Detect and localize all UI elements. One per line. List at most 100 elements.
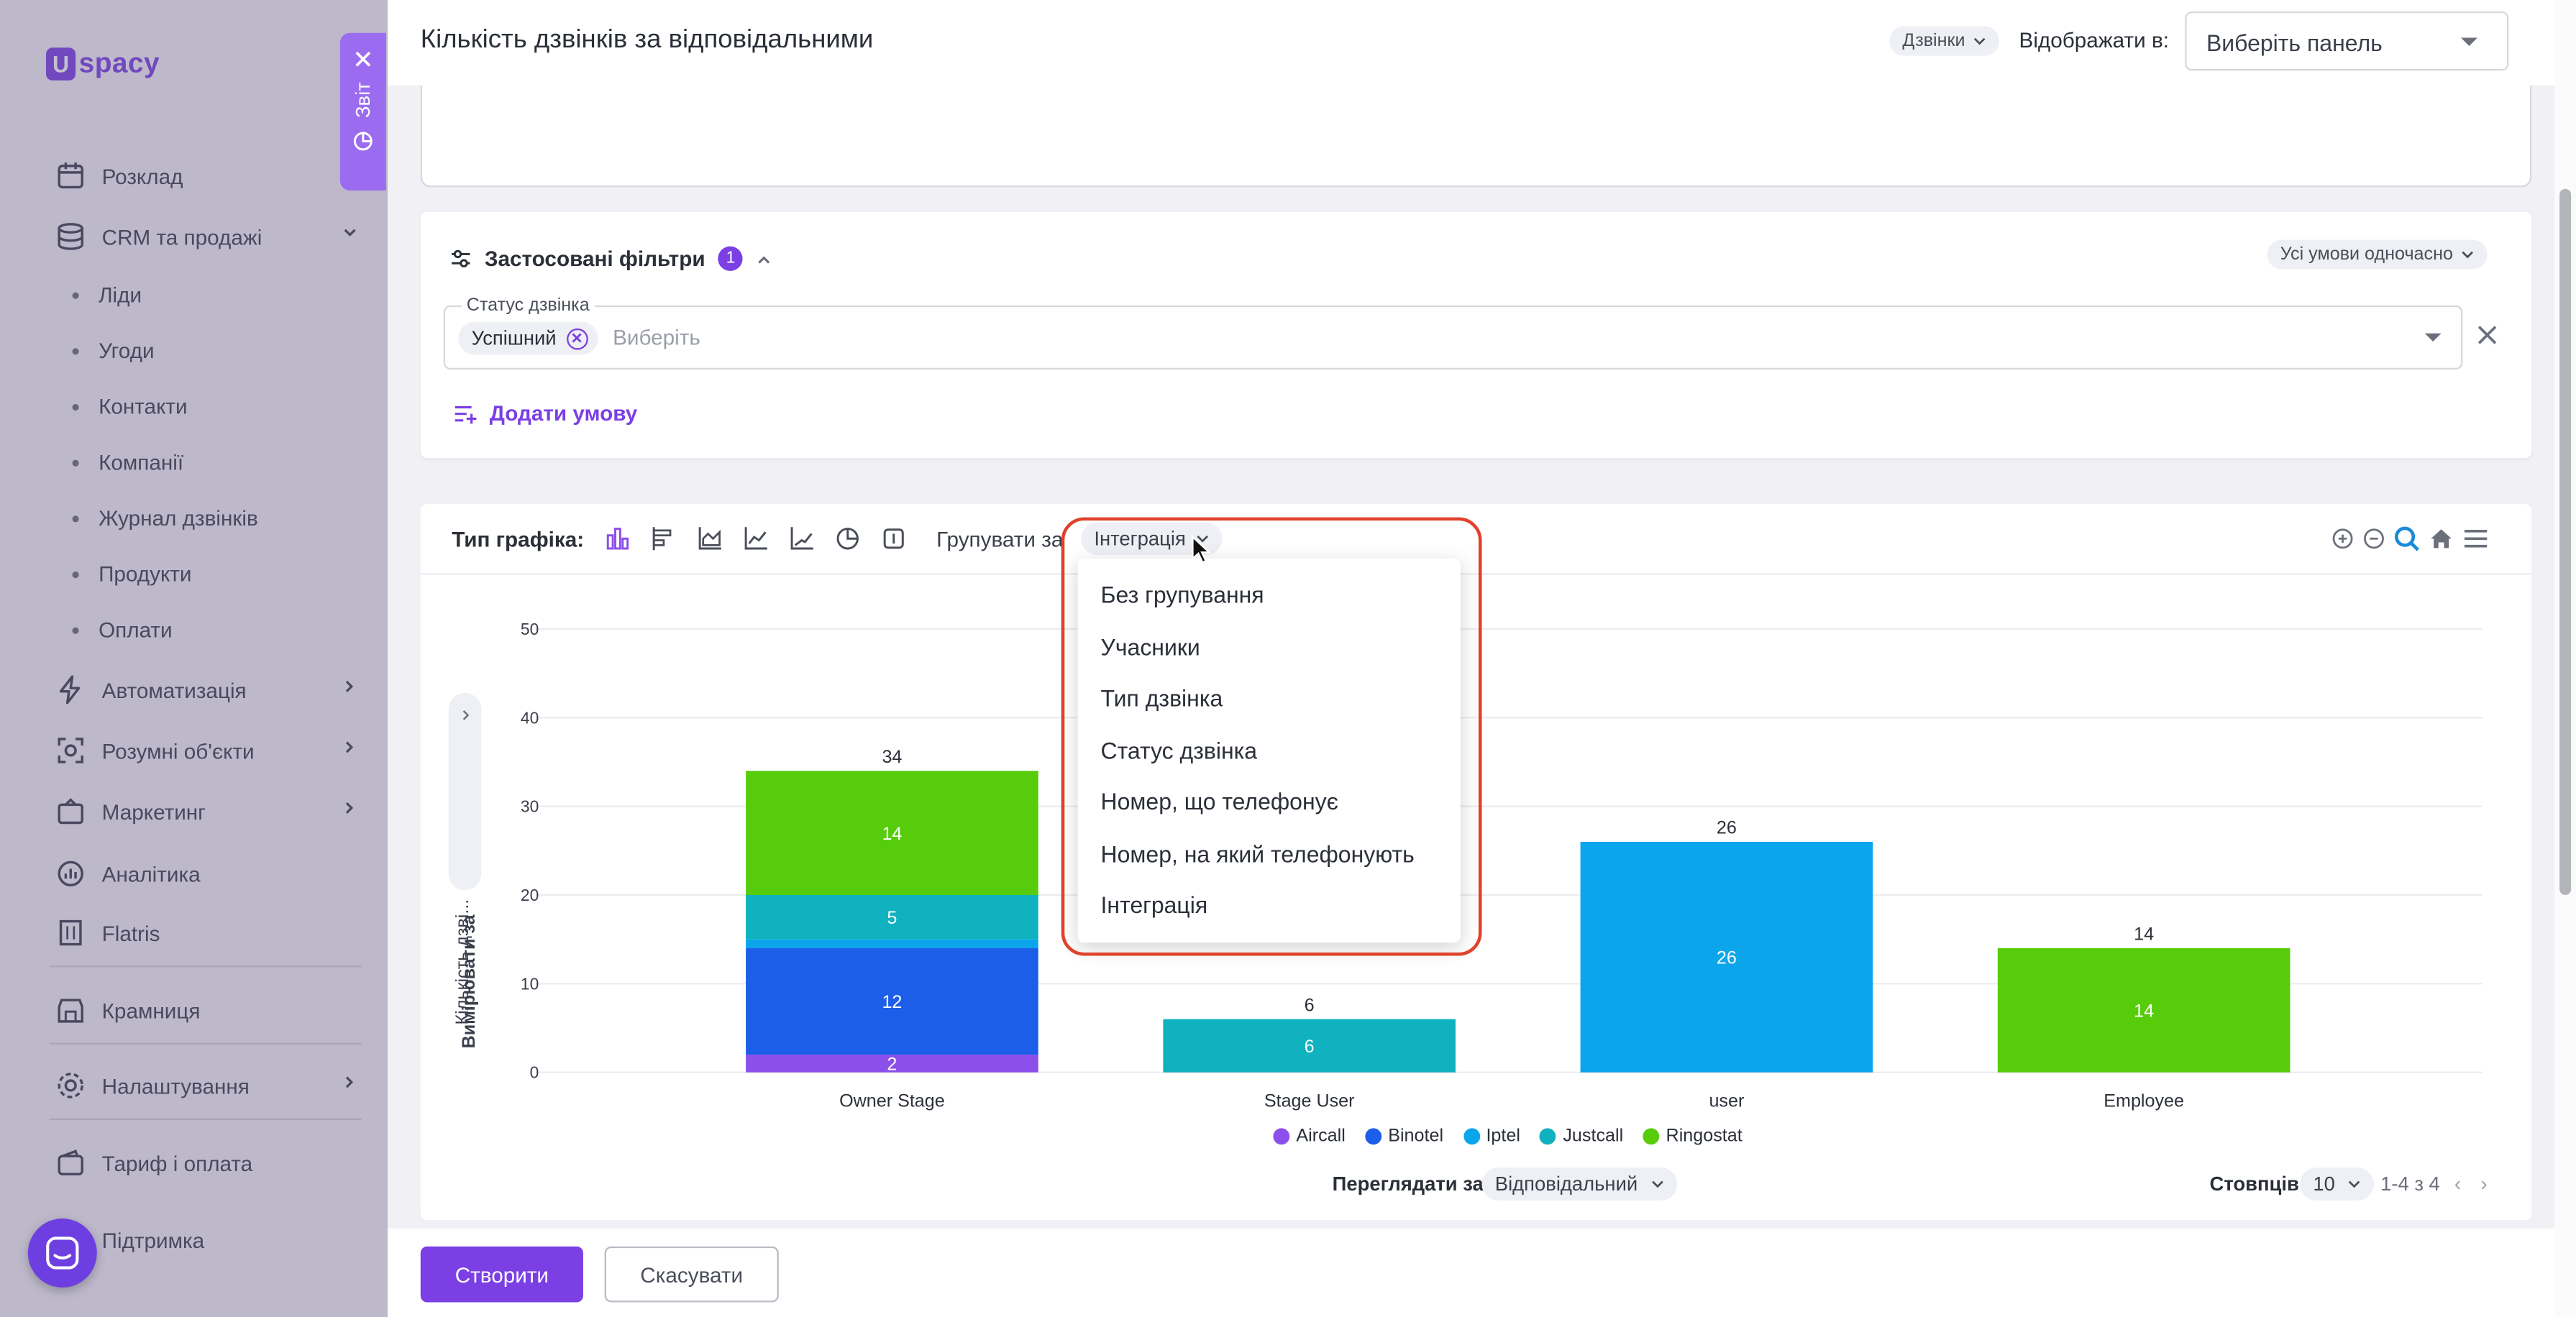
sidebar-subitem-deals[interactable]: Угоди: [72, 339, 155, 363]
status-chip: Успішний ✕: [458, 321, 598, 355]
chat-support-button[interactable]: [27, 1219, 97, 1288]
report-side-tab[interactable]: Звіт: [339, 32, 386, 191]
display-panel-select[interactable]: Виберіть панель: [2185, 11, 2509, 71]
caret-down-icon[interactable]: [2424, 333, 2442, 342]
horizontal-bar-icon[interactable]: [651, 526, 677, 552]
line-chart-icon[interactable]: [743, 526, 769, 552]
sidebar-item-marketing[interactable]: Маркетинг: [56, 797, 358, 826]
prev-page-icon[interactable]: ‹: [2454, 1173, 2462, 1196]
y-axis-metric-select[interactable]: Кількість дзві...: [448, 693, 482, 1024]
sidebar-divider: [49, 1118, 362, 1120]
sidebar-subitem-leads[interactable]: Ліди: [72, 283, 142, 307]
conditions-mode-select[interactable]: Усі умови одночасно: [2267, 239, 2488, 270]
zoom-in-icon[interactable]: [2331, 527, 2355, 550]
stacked-bar-chart: 0 10 20 30 40 50 2 12 5 14 34 Owner Stage 6 6 Stage Us…: [521, 620, 2483, 1111]
group-option-call-status[interactable]: Статус дзвінка: [1100, 737, 1258, 764]
sidebar-item-smart-objects[interactable]: Розумні об'єкти: [56, 735, 358, 765]
bar-segment: [746, 894, 1038, 940]
sidebar-item-flatris[interactable]: Flatris: [56, 918, 358, 947]
legend-dot: [1643, 1128, 1660, 1145]
remove-chip-icon[interactable]: ✕: [566, 327, 588, 349]
close-icon[interactable]: [353, 50, 373, 69]
area-chart-icon[interactable]: [697, 526, 723, 552]
chevron-right-icon: [462, 710, 470, 720]
filters-header[interactable]: Застосовані фільтри 1: [450, 246, 772, 271]
sidebar-subitem-call-log[interactable]: Журнал дзвінків: [72, 506, 258, 531]
sidebar-subitem-payments[interactable]: Оплати: [72, 618, 173, 642]
group-option-participants[interactable]: Учасники: [1100, 633, 1200, 661]
sidebar-item-label: CRM та продажі: [101, 224, 262, 249]
menu-icon[interactable]: [2462, 526, 2489, 552]
bar-chart-icon[interactable]: [605, 526, 631, 552]
group-option-none[interactable]: Без групування: [1100, 581, 1264, 608]
chevron-down-icon: [1974, 37, 1986, 45]
sidebar-item-label: Аналітика: [101, 861, 201, 886]
cancel-button[interactable]: Скасувати: [604, 1246, 779, 1303]
group-option-callee-number[interactable]: Номер, на який телефонують: [1100, 840, 1415, 868]
sidebar-item-billing[interactable]: Тариф і оплата: [56, 1148, 358, 1178]
sidebar-item-label: Розумні об'єкти: [101, 738, 255, 763]
create-button[interactable]: Створити: [420, 1246, 583, 1303]
chart-legend: Aircall Binotel Iptel Justcall Ringostat: [1273, 1126, 1743, 1147]
remove-filter-icon[interactable]: [2476, 323, 2499, 347]
legend-item[interactable]: Binotel: [1365, 1126, 1443, 1147]
sidebar-item-settings[interactable]: Налаштування: [56, 1070, 358, 1100]
group-option-integration[interactable]: Інтеграція: [1100, 891, 1208, 918]
next-page-icon[interactable]: ›: [2480, 1173, 2488, 1196]
call-status-label: Статус дзвінка: [461, 295, 595, 316]
legend-item[interactable]: Justcall: [1540, 1126, 1623, 1147]
x-category-label: Stage User: [1264, 1091, 1355, 1111]
sidebar-item-label: Flatris: [101, 920, 160, 945]
number-indicator-icon[interactable]: [880, 526, 907, 552]
sidebar-item-support[interactable]: Підтримка: [56, 1225, 358, 1254]
group-option-caller-number[interactable]: Номер, що телефонує: [1100, 788, 1338, 815]
bar-total-label: 14: [2134, 924, 2154, 945]
sidebar-subitem-contacts[interactable]: Контакти: [72, 394, 188, 419]
calendar-icon: [56, 161, 86, 191]
add-list-icon: [455, 405, 477, 423]
legend-item[interactable]: Ringostat: [1643, 1126, 1743, 1147]
sidebar-item-label: Розклад: [101, 163, 183, 188]
chevron-right-icon: [345, 680, 354, 692]
zoom-out-icon[interactable]: [2362, 527, 2385, 550]
pagination-info: 1-4 з 4: [2380, 1173, 2440, 1196]
sidebar-subitem-products[interactable]: Продукти: [72, 561, 191, 587]
home-reset-icon[interactable]: [2428, 526, 2454, 552]
view-by-select[interactable]: Відповідальний: [1481, 1167, 1678, 1201]
mouse-cursor-icon: [1192, 535, 1211, 564]
sidebar-item-store[interactable]: Крамниця: [56, 995, 358, 1024]
columns-select[interactable]: 10: [2300, 1167, 2375, 1201]
legend-item[interactable]: Aircall: [1273, 1126, 1346, 1147]
chevron-down-icon: [1651, 1180, 1663, 1188]
group-option-call-type[interactable]: Тип дзвінка: [1100, 684, 1223, 712]
call-status-filter[interactable]: Статус дзвінка Успішний ✕ Виберіть: [443, 295, 2463, 370]
bar-total-label: 6: [1305, 995, 1315, 1015]
legend-label: Ringostat: [1666, 1126, 1743, 1147]
trend-chart-icon[interactable]: [789, 526, 816, 552]
add-condition-button[interactable]: Додати умову: [453, 400, 637, 426]
chevron-down-icon: [2462, 251, 2474, 259]
chevron-down-icon: [2349, 1180, 2361, 1188]
logo-mark: U: [45, 47, 76, 81]
scrollbar-thumb[interactable]: [2559, 188, 2572, 895]
caret-down-icon: [2461, 37, 2477, 46]
entity-select[interactable]: Дзвінки: [1889, 26, 2000, 56]
pie-chart-icon[interactable]: [834, 526, 861, 552]
legend-item[interactable]: Iptel: [1463, 1126, 1520, 1147]
vertical-scrollbar[interactable]: [2554, 0, 2576, 1317]
x-category-label: user: [1709, 1091, 1744, 1111]
sidebar-item-analytics[interactable]: Аналітика: [56, 859, 358, 889]
logo[interactable]: U spacy: [45, 47, 160, 81]
sidebar-item-label: Крамниця: [101, 997, 201, 1023]
panel-footer: Створити Скасувати: [388, 1228, 2576, 1317]
sidebar-divider: [49, 965, 362, 968]
description-textarea[interactable]: [420, 85, 2532, 188]
bar-segment: [1997, 948, 2290, 1073]
magnify-icon[interactable]: [2393, 526, 2420, 552]
chevron-up-icon[interactable]: [756, 250, 772, 267]
analytics-icon: [56, 859, 86, 889]
sidebar-subitem-companies[interactable]: Компанії: [72, 450, 183, 474]
sidebar-item-schedule[interactable]: Розклад: [56, 161, 358, 191]
sidebar-item-crm[interactable]: CRM та продажі: [56, 221, 358, 251]
sidebar-item-automation[interactable]: Автоматизація: [56, 675, 358, 705]
